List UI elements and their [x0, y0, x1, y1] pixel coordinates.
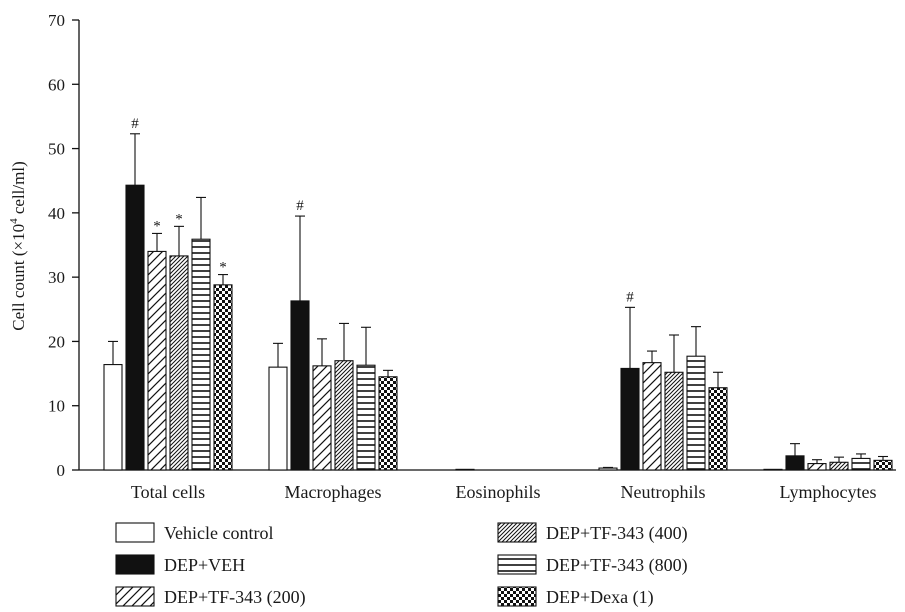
- legend-label: DEP+Dexa (1): [546, 587, 654, 607]
- y-tick-label: 70: [48, 11, 65, 30]
- y-ticks: 0 10 20 30 40 50 60 70: [48, 11, 79, 480]
- bar: [455, 468, 475, 471]
- bars: # * * * # #: [103, 116, 893, 471]
- y-tick-label: 50: [48, 140, 65, 159]
- significance-marker: *: [175, 211, 183, 227]
- legend: Vehicle control DEP+VEH DEP+TF-343 (200) DE…: [115, 522, 688, 608]
- legend-label: DEP+VEH: [164, 555, 245, 575]
- significance-marker: #: [626, 289, 634, 305]
- bar: [708, 387, 728, 471]
- y-tick-label: 40: [48, 204, 65, 223]
- y-tick-label: 60: [48, 75, 65, 94]
- y-tick-label: 30: [48, 268, 65, 287]
- y-axis-label-tail: cell/ml): [9, 161, 28, 218]
- legend-swatch: [497, 522, 537, 543]
- bar: [147, 250, 167, 471]
- bar: [763, 468, 783, 471]
- y-tick-label: 10: [48, 397, 65, 416]
- bar: [851, 457, 871, 471]
- bar: [620, 367, 640, 471]
- bar: [664, 371, 684, 471]
- x-category-label: Total cells: [131, 482, 205, 502]
- legend-label: Vehicle control: [164, 523, 273, 543]
- bar: [642, 362, 662, 471]
- x-category-label: Neutrophils: [621, 482, 706, 502]
- significance-marker: #: [131, 116, 139, 132]
- bar: [169, 255, 189, 471]
- bar: [290, 300, 310, 471]
- y-axis-label-main: Cell count (×10: [9, 224, 28, 331]
- bar: [873, 459, 893, 471]
- legend-label: DEP+TF-343 (400): [546, 523, 688, 544]
- bar: [378, 376, 398, 471]
- legend-swatch: [115, 522, 155, 543]
- bar: [268, 366, 288, 471]
- legend-label: DEP+TF-343 (200): [164, 587, 306, 607]
- bar: [125, 184, 145, 471]
- y-tick-label: 0: [57, 461, 66, 480]
- x-category-label: Lymphocytes: [780, 482, 877, 502]
- y-axis-label-sup: 4: [8, 218, 20, 224]
- bar: [191, 238, 211, 471]
- bar: [829, 461, 849, 471]
- bar: [807, 463, 827, 471]
- bar: [213, 284, 233, 471]
- significance-marker: *: [219, 260, 227, 276]
- bar: [103, 364, 123, 471]
- significance-marker: *: [153, 218, 161, 234]
- legend-label: DEP+TF-343 (800): [546, 555, 688, 576]
- legend-swatch: [115, 586, 155, 607]
- y-tick-label: 20: [48, 332, 65, 351]
- bar: [312, 365, 332, 471]
- bar: [598, 467, 618, 471]
- legend-swatch: [497, 554, 537, 575]
- bar: [334, 360, 354, 471]
- x-category-label: Macrophages: [285, 482, 382, 502]
- bar: [356, 364, 376, 471]
- legend-swatch: [115, 554, 155, 575]
- bar: [686, 355, 706, 471]
- x-category-labels: Total cells Macrophages Eosinophils Neutrop…: [131, 482, 877, 502]
- legend-swatch: [497, 586, 537, 607]
- x-category-label: Eosinophils: [455, 482, 540, 502]
- bar: [785, 455, 805, 471]
- significance-marker: #: [296, 198, 304, 214]
- y-axis-label: Cell count (×104 cell/ml): [8, 161, 28, 330]
